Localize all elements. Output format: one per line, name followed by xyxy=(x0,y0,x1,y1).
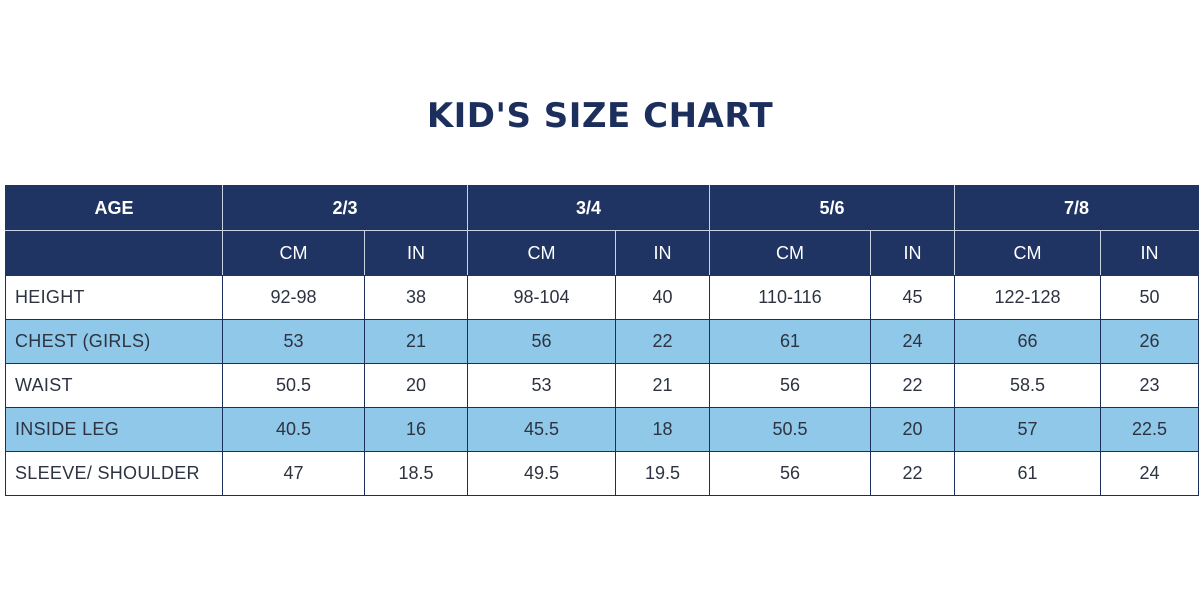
table-row-inside-leg: INSIDE LEG 40.5 16 45.5 18 50.5 20 57 22.5 xyxy=(5,407,1199,452)
table-cell: 122-128 xyxy=(954,275,1101,320)
unit-header-cm: CM xyxy=(467,230,616,276)
unit-header-in: IN xyxy=(615,230,710,276)
table-cell: 40.5 xyxy=(222,407,365,452)
unit-header-cm: CM xyxy=(954,230,1101,276)
table-cell: 24 xyxy=(870,319,955,364)
unit-header-in: IN xyxy=(870,230,955,276)
table-cell: 22 xyxy=(615,319,710,364)
unit-header-cm: CM xyxy=(709,230,871,276)
table-cell: 22.5 xyxy=(1100,407,1199,452)
unit-header-in: IN xyxy=(1100,230,1199,276)
table-cell: 50.5 xyxy=(709,407,871,452)
table-cell: 16 xyxy=(364,407,468,452)
unit-header-in: IN xyxy=(364,230,468,276)
table-cell: 21 xyxy=(615,363,710,408)
row-label-chest-girls: CHEST (GIRLS) xyxy=(5,319,223,364)
age-group-2-3: 2/3 xyxy=(222,185,468,231)
table-cell: 58.5 xyxy=(954,363,1101,408)
header-row-age: AGE 2/3 3/4 5/6 7/8 xyxy=(5,185,1199,231)
table-cell: 22 xyxy=(870,363,955,408)
table-cell: 26 xyxy=(1100,319,1199,364)
table-cell: 66 xyxy=(954,319,1101,364)
header-row-units: CM IN CM IN CM IN CM IN xyxy=(5,230,1199,276)
unit-header-cm: CM xyxy=(222,230,365,276)
table-row-chest-girls: CHEST (GIRLS) 53 21 56 22 61 24 66 26 xyxy=(5,319,1199,364)
table-cell: 50 xyxy=(1100,275,1199,320)
table-cell: 53 xyxy=(222,319,365,364)
table-cell: 61 xyxy=(954,451,1101,496)
size-chart-table: AGE 2/3 3/4 5/6 7/8 CM IN CM IN CM IN CM IN HEIGHT 92… xyxy=(5,185,1199,496)
table-cell: 21 xyxy=(364,319,468,364)
table-cell: 18 xyxy=(615,407,710,452)
table-row-waist: WAIST 50.5 20 53 21 56 22 58.5 23 xyxy=(5,363,1199,408)
age-group-3-4: 3/4 xyxy=(467,185,710,231)
table-cell: 56 xyxy=(709,363,871,408)
table-cell: 56 xyxy=(709,451,871,496)
table-cell: 57 xyxy=(954,407,1101,452)
row-label-sleeve-shoulder: SLEEVE/ SHOULDER xyxy=(5,451,223,496)
table-cell: 24 xyxy=(1100,451,1199,496)
table-cell: 38 xyxy=(364,275,468,320)
table-cell: 18.5 xyxy=(364,451,468,496)
row-label-height: HEIGHT xyxy=(5,275,223,320)
age-group-5-6: 5/6 xyxy=(709,185,955,231)
table-cell: 45 xyxy=(870,275,955,320)
table-cell: 110-116 xyxy=(709,275,871,320)
table-row-height: HEIGHT 92-98 38 98-104 40 110-116 45 122-128 50 xyxy=(5,275,1199,320)
table-cell: 92-98 xyxy=(222,275,365,320)
table-row-sleeve-shoulder: SLEEVE/ SHOULDER 47 18.5 49.5 19.5 56 22 61 24 xyxy=(5,451,1199,496)
units-blank-cell xyxy=(5,230,223,276)
table-cell: 50.5 xyxy=(222,363,365,408)
row-label-inside-leg: INSIDE LEG xyxy=(5,407,223,452)
table-cell: 98-104 xyxy=(467,275,616,320)
table-cell: 23 xyxy=(1100,363,1199,408)
table-cell: 49.5 xyxy=(467,451,616,496)
row-label-waist: WAIST xyxy=(5,363,223,408)
table-cell: 22 xyxy=(870,451,955,496)
age-group-7-8: 7/8 xyxy=(954,185,1199,231)
table-cell: 45.5 xyxy=(467,407,616,452)
table-cell: 19.5 xyxy=(615,451,710,496)
table-cell: 61 xyxy=(709,319,871,364)
table-cell: 20 xyxy=(364,363,468,408)
table-cell: 56 xyxy=(467,319,616,364)
age-header-cell: AGE xyxy=(5,185,223,231)
chart-title: KID'S SIZE CHART xyxy=(426,96,774,136)
table-cell: 47 xyxy=(222,451,365,496)
table-cell: 53 xyxy=(467,363,616,408)
table-cell: 20 xyxy=(870,407,955,452)
table-cell: 40 xyxy=(615,275,710,320)
